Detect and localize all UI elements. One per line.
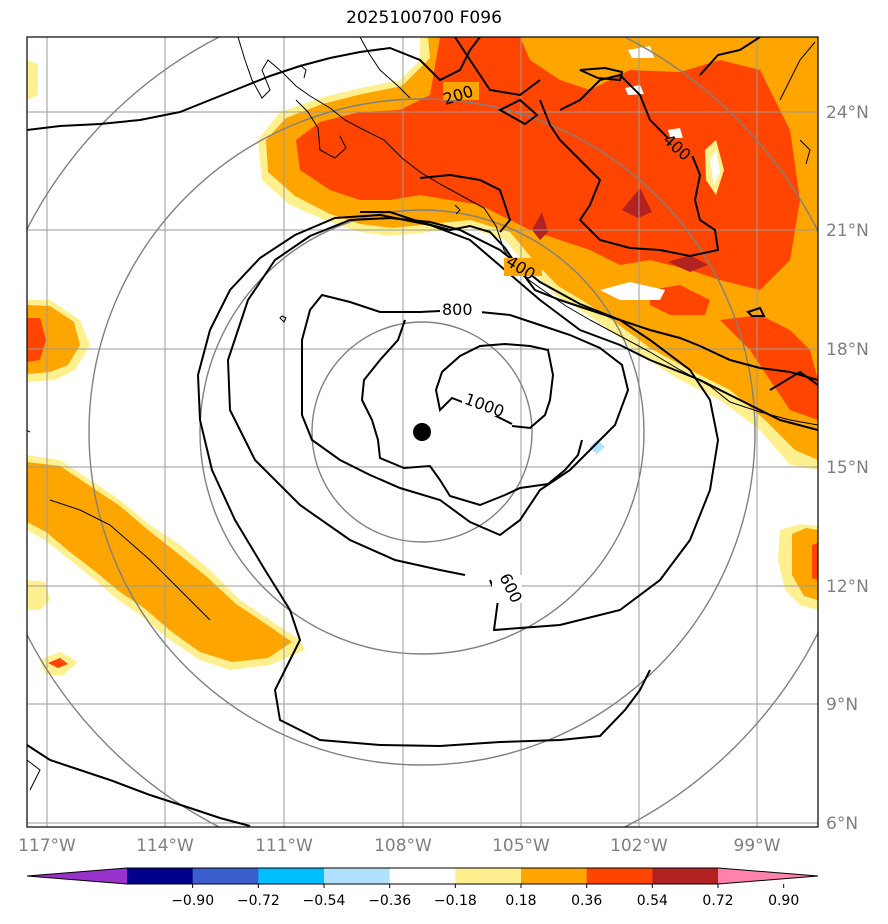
lat-label-15n: 15°N [826, 458, 869, 478]
map-plot-area: 200 400 400 800 1000 600 [27, 37, 818, 827]
latitude-labels: 24°N 21°N 18°N 15°N 12°N 9°N 6°N [826, 103, 869, 834]
colorbar-swatch [258, 868, 325, 884]
lon-label-108w: 108°W [374, 836, 432, 856]
shaded-field-west [27, 60, 818, 676]
map-frame [26, 36, 819, 828]
colorbar: −0.90 −0.72 −0.54 −0.36 −0.18 0.18 0.36 0.54 0.7… [26, 867, 819, 909]
colorbar-tick-label: −0.72 [237, 893, 280, 909]
coastlines [27, 37, 818, 791]
range-rings [27, 37, 818, 827]
colorbar-swatch [127, 868, 194, 884]
colorbar-swatch [652, 868, 719, 884]
lat-label-9n: 9°N [826, 695, 858, 715]
lon-label-117w: 117°W [18, 836, 76, 856]
colorbar-swatch [389, 868, 456, 884]
colorbar-tick-label: 0.72 [702, 893, 733, 909]
lon-label-111w: 111°W [255, 836, 313, 856]
lat-label-6n: 6°N [826, 814, 858, 834]
graticule [27, 37, 818, 827]
colorbar-tick-label: −0.54 [303, 893, 346, 909]
colorbar-extend-high [718, 868, 818, 884]
lon-label-99w: 99°W [734, 836, 781, 856]
lon-label-105w: 105°W [492, 836, 550, 856]
lon-label-114w: 114°W [136, 836, 194, 856]
colorbar-tick-label: 0.36 [571, 893, 602, 909]
colorbar-tick-label: −0.90 [171, 893, 214, 909]
lat-label-24n: 24°N [826, 103, 869, 123]
longitude-labels: 117°W 114°W 111°W 108°W 105°W 102°W 99°W [18, 836, 781, 856]
lon-label-102w: 102°W [610, 836, 668, 856]
colorbar-tick-label: 0.54 [637, 893, 668, 909]
colorbar-swatch [455, 868, 522, 884]
lat-label-21n: 21°N [826, 221, 869, 241]
colorbar-swatch [192, 868, 259, 884]
colorbar-tick-label: −0.18 [434, 893, 477, 909]
contour-label-800: 800 [442, 300, 473, 319]
lat-label-18n: 18°N [826, 340, 869, 360]
storm-center-marker [413, 423, 431, 441]
colorbar-extend-low [27, 868, 127, 884]
colorbar-outline [26, 867, 819, 885]
lat-label-12n: 12°N [826, 577, 869, 597]
colorbar-tick-label: 0.18 [505, 893, 536, 909]
colorbar-tick-label: −0.36 [368, 893, 411, 909]
map-title: 2025100700 F096 [346, 8, 502, 28]
colorbar-swatch [521, 868, 588, 884]
colorbar-swatch [324, 868, 391, 884]
colorbar-swatch [586, 868, 653, 884]
colorbar-tick-label: 0.90 [768, 893, 799, 909]
